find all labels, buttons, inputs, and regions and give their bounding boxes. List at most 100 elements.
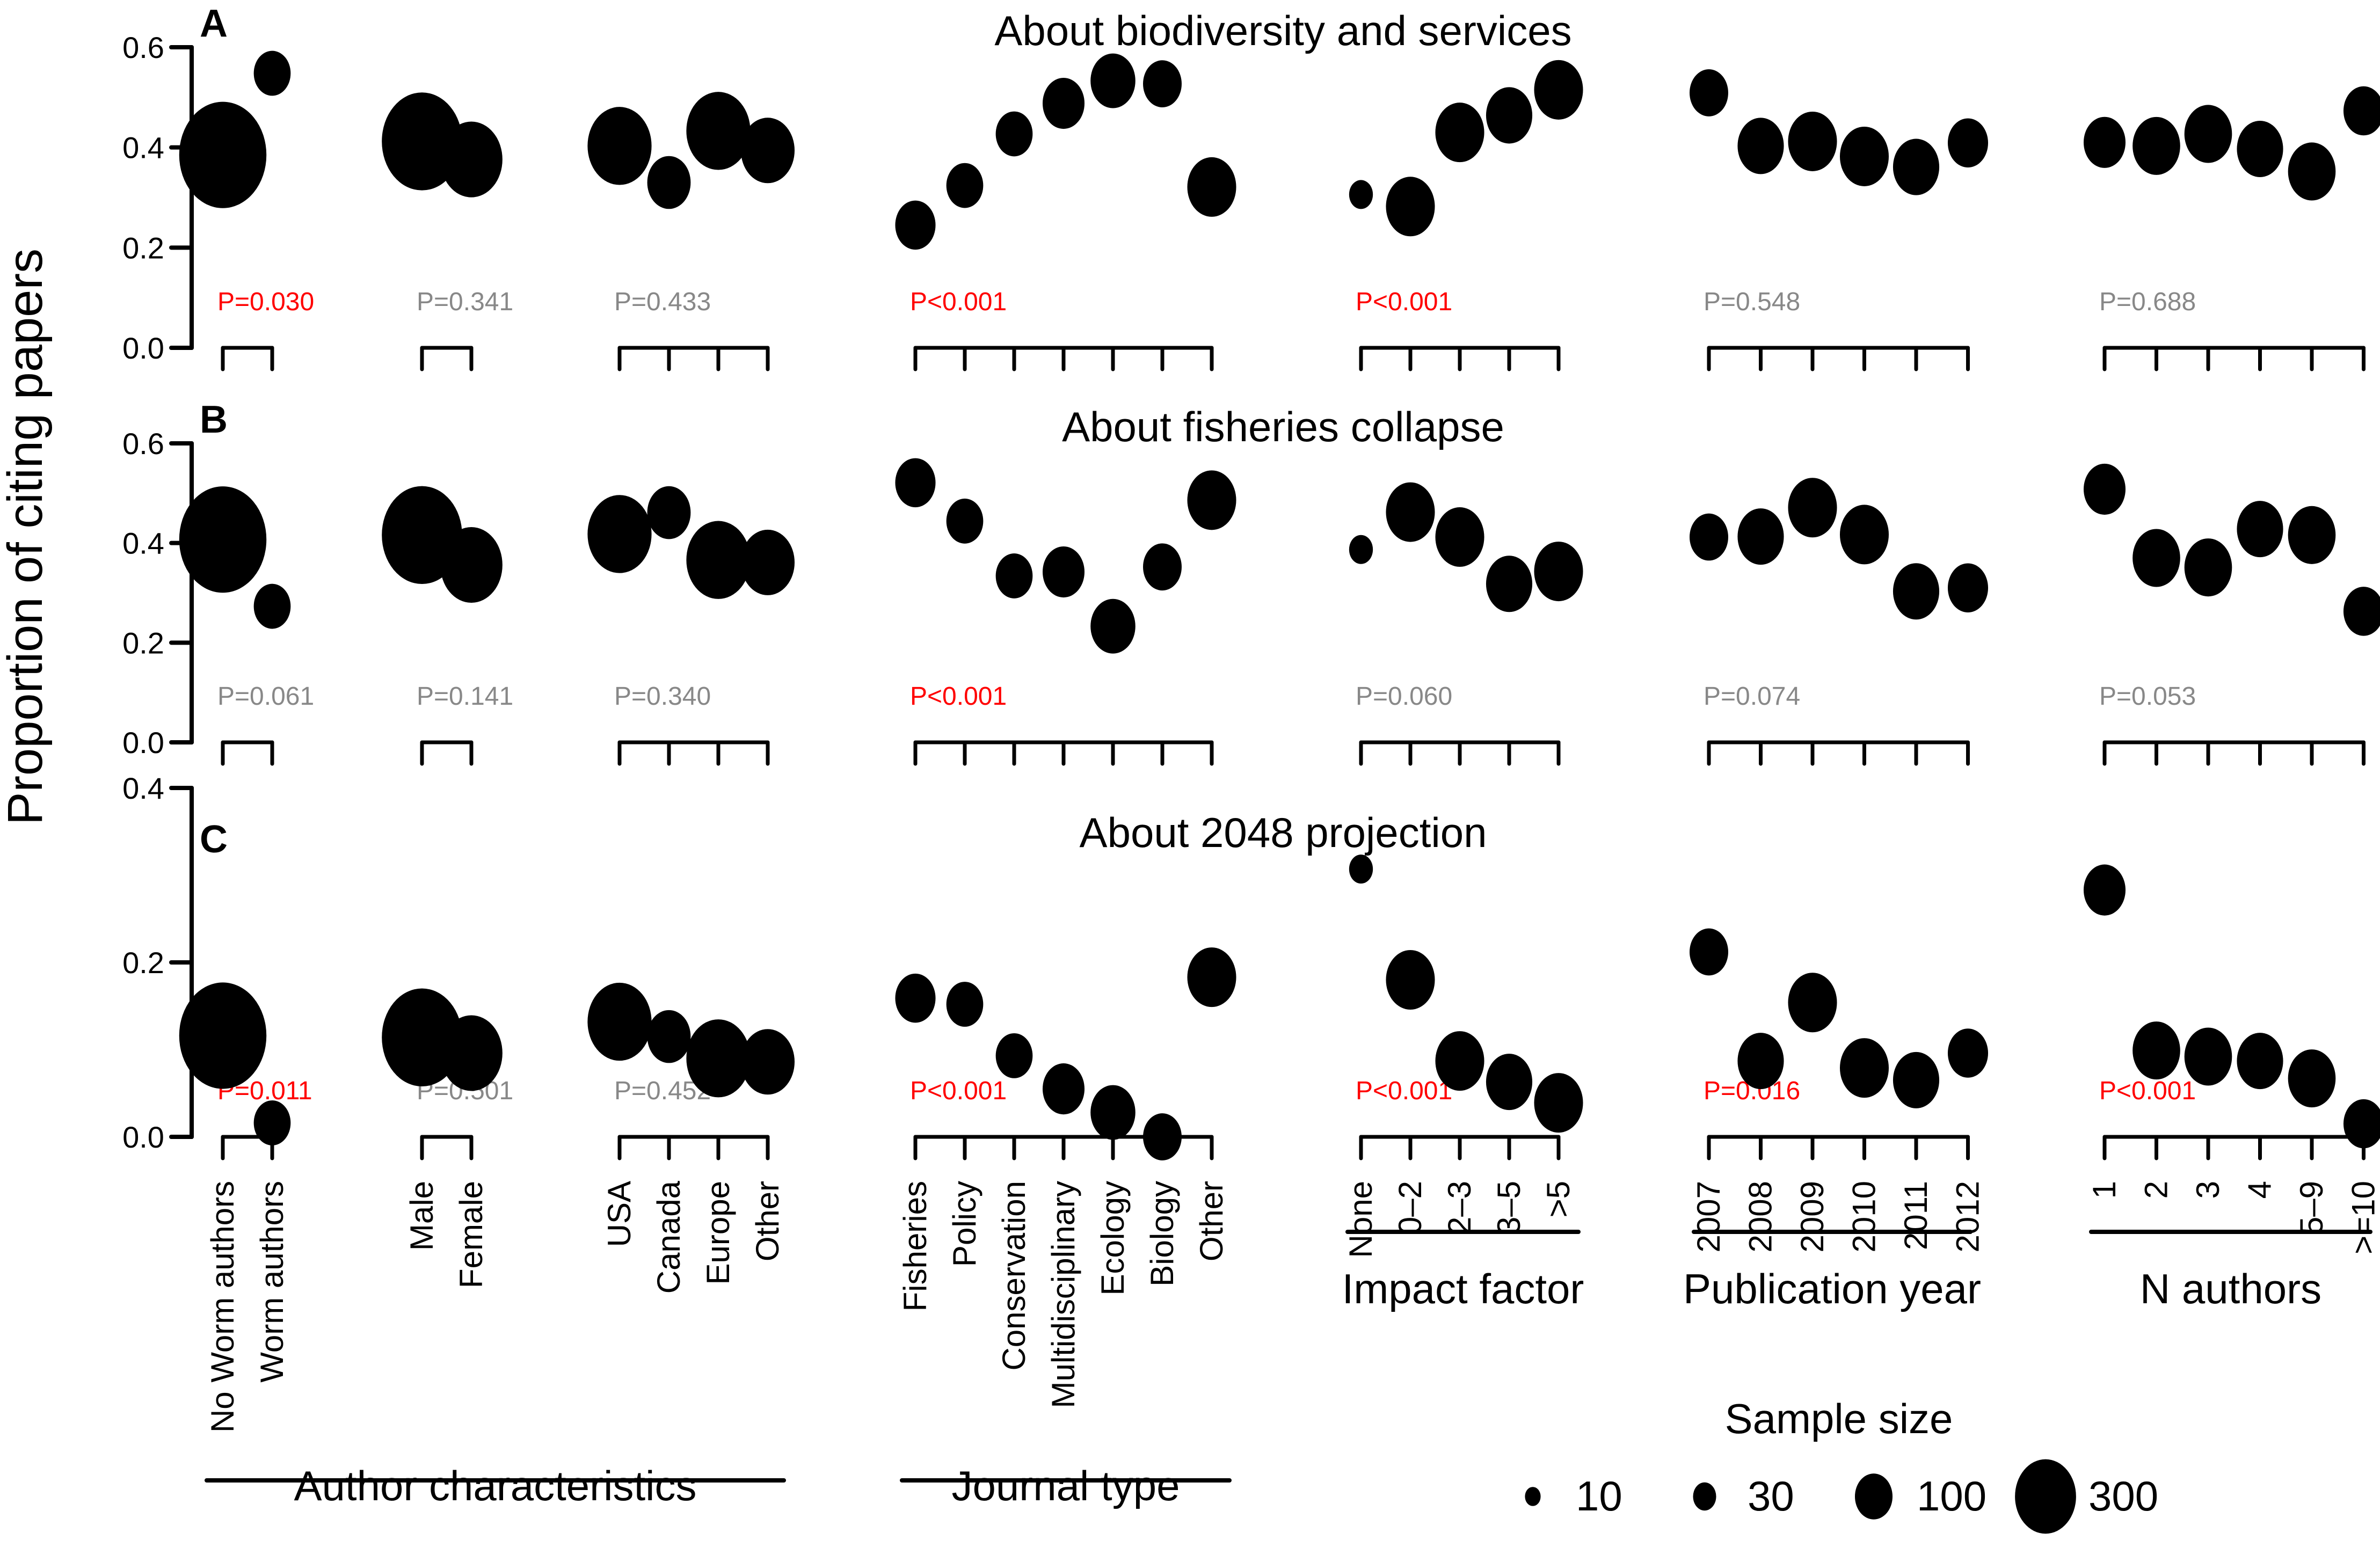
data-point (895, 458, 936, 508)
group-region: P=0.340 (587, 486, 795, 766)
group-label-impact: Impact factor (1342, 1265, 1584, 1312)
data-point (1737, 1033, 1784, 1090)
data-point (995, 1033, 1033, 1078)
group-impact: P=0.060 (1349, 482, 1583, 766)
data-point (2237, 501, 2283, 558)
data-point (2343, 587, 2380, 636)
legend-label: 100 (1917, 1472, 1986, 1520)
data-point (1090, 53, 1136, 108)
category-label: No Worm authors (205, 1181, 241, 1433)
data-point (686, 92, 751, 170)
data-point (1534, 1073, 1583, 1133)
data-point (587, 982, 652, 1061)
data-point (647, 1010, 691, 1063)
p-value-label: P=0.548 (1704, 288, 1800, 316)
data-point (1534, 60, 1583, 120)
data-point (1386, 177, 1435, 237)
category-label: >=10 (2346, 1181, 2380, 1254)
data-point (1386, 950, 1435, 1010)
legend-title: Sample size (1725, 1395, 1953, 1442)
data-point (1090, 598, 1136, 654)
group-year: P=0.548 (1690, 69, 1989, 371)
data-point (1143, 1113, 1182, 1160)
data-point (253, 50, 291, 96)
category-label: 2008 (1743, 1181, 1779, 1252)
group-gender: P=0.501 (382, 988, 513, 1160)
category-label: 2010 (1846, 1181, 1882, 1252)
data-point (253, 583, 291, 629)
category-label: 2007 (1691, 1181, 1727, 1252)
y-tick-label: 0.6 (122, 31, 164, 64)
data-point (1788, 111, 1837, 171)
y-tick-label: 0.0 (122, 331, 164, 365)
data-point (1435, 507, 1484, 567)
category-label: 2009 (1794, 1181, 1830, 1252)
data-point (587, 107, 652, 185)
data-point (895, 200, 936, 250)
data-point (1486, 87, 1533, 144)
group-worm: P=0.011 (179, 982, 312, 1160)
data-point (740, 118, 795, 184)
group-label-year: Publication year (1683, 1265, 1981, 1312)
data-point (1042, 1063, 1085, 1115)
category-label: Fisheries (897, 1181, 933, 1311)
p-value-label: P=0.030 (217, 288, 314, 316)
data-point (1947, 563, 1989, 612)
p-value-label: P=0.061 (217, 682, 314, 711)
panel-title: About 2048 projection (1080, 809, 1487, 856)
panel-letter: C (200, 818, 228, 861)
data-point (1534, 542, 1583, 602)
category-label: 4 (2242, 1181, 2278, 1199)
data-point (1737, 118, 1784, 174)
data-point (2184, 538, 2232, 597)
data-point (2083, 864, 2126, 916)
data-point (946, 163, 984, 208)
legend-label: 30 (1748, 1472, 1794, 1520)
p-value-label: P<0.001 (910, 288, 1007, 316)
p-value-label: P<0.001 (1356, 1077, 1452, 1105)
data-point (2083, 116, 2126, 168)
category-label: USA (601, 1181, 637, 1247)
data-point (1839, 1038, 1889, 1098)
data-point (1486, 1054, 1533, 1111)
p-value-label: P=0.433 (614, 288, 711, 316)
p-value-label: P<0.001 (910, 1077, 1007, 1105)
group-worm: P=0.030 (179, 50, 314, 371)
legend-marker (1525, 1487, 1541, 1506)
y-axis-title: Proportion of citing papers (0, 249, 53, 825)
data-point (2343, 1099, 2380, 1149)
y-tick-label: 0.4 (122, 131, 164, 165)
data-point (1893, 563, 1940, 620)
data-point (1187, 947, 1236, 1007)
data-point (2184, 1027, 2232, 1086)
category-label: Conservation (996, 1181, 1032, 1371)
group-nauthors: P=0.688 (2083, 86, 2380, 371)
panel-letter: B (200, 398, 228, 441)
group-region: P=0.433 (587, 92, 795, 371)
y-tick-label: 0.4 (122, 771, 164, 805)
y-tick-label: 0.0 (122, 1120, 164, 1154)
data-point (1788, 478, 1837, 538)
category-label: 5–9 (2294, 1181, 2330, 1235)
data-point (1349, 535, 1373, 564)
data-point (1349, 180, 1373, 209)
data-point (2132, 116, 2180, 175)
category-label: 2011 (1898, 1181, 1934, 1250)
data-point (1947, 118, 1989, 168)
data-point (1893, 138, 1940, 195)
data-point (440, 121, 503, 198)
data-point (253, 1100, 291, 1145)
category-label: 3 (2190, 1181, 2226, 1199)
category-label: Biology (1144, 1181, 1180, 1287)
panel-letter: A (200, 2, 228, 45)
data-point (1143, 543, 1182, 591)
data-point (1947, 1028, 1989, 1078)
data-point (2132, 529, 2180, 587)
data-point (2288, 1049, 2336, 1108)
data-point (946, 498, 984, 544)
category-label: 2012 (1950, 1181, 1986, 1252)
category-label: Europe (700, 1181, 736, 1284)
data-point (1435, 1031, 1484, 1091)
p-value-label: P=0.340 (614, 682, 711, 711)
group-worm: P=0.061 (179, 486, 314, 766)
